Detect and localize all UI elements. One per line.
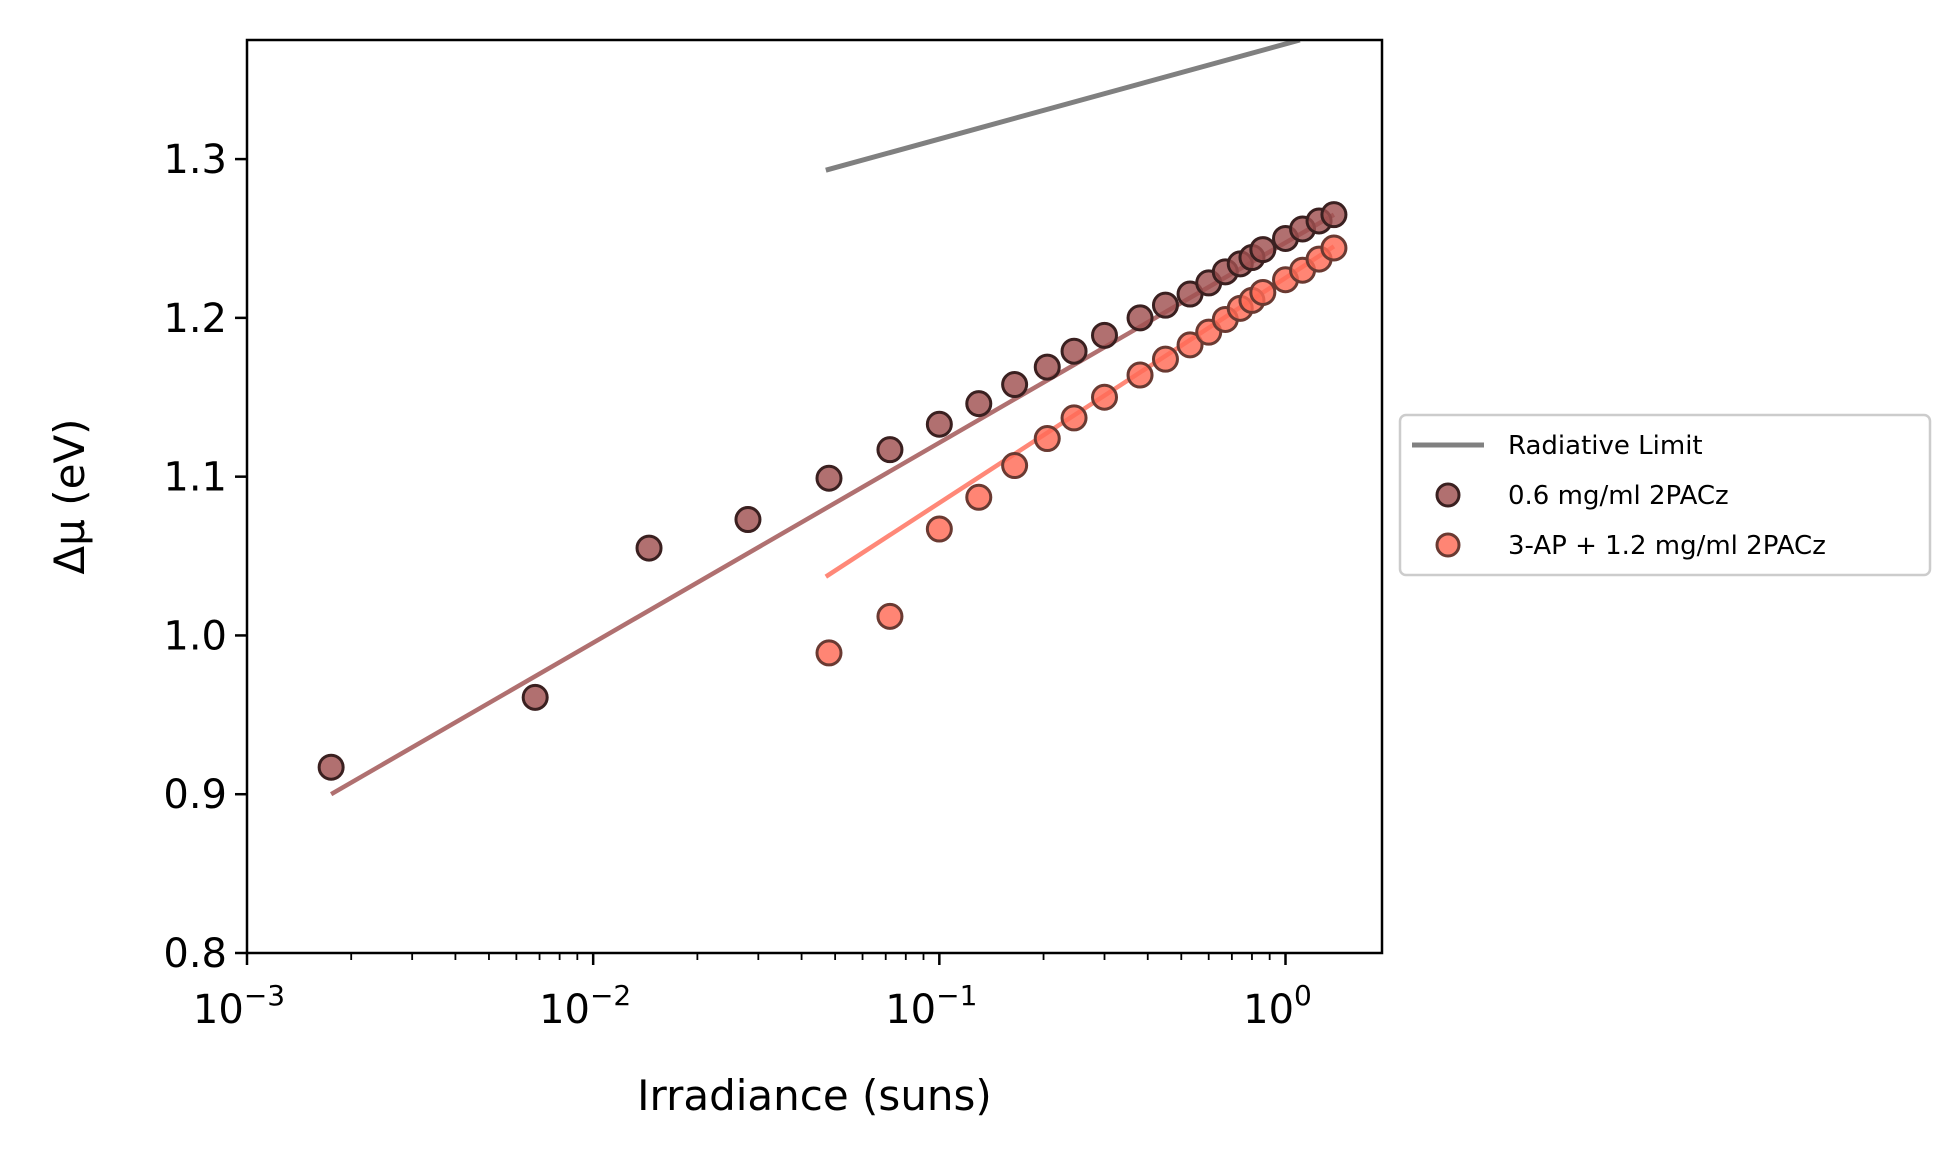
- x-tick-label-exponent: 0: [1294, 979, 1312, 1012]
- data-point-series-1: [925, 410, 953, 438]
- data-point-series-2: [1091, 383, 1119, 411]
- data-point-series-1: [1151, 291, 1179, 319]
- legend-swatch-marker: [1435, 482, 1461, 508]
- y-tick-label: 1.2: [163, 296, 227, 342]
- data-point-series-1: [1033, 353, 1061, 381]
- data-point-series-2: [1060, 404, 1088, 432]
- x-tick-label-base: 10: [193, 987, 244, 1033]
- data-point-series-1: [1091, 321, 1119, 349]
- data-point-series-1: [876, 436, 904, 464]
- legend-box: [1398, 413, 1932, 577]
- data-point-series-2: [815, 639, 843, 667]
- y-tick-label: 1.3: [163, 137, 227, 183]
- data-point-series-2: [1126, 361, 1154, 389]
- axes: 0.80.91.01.11.21.310−3 10−2 10−1 100: [163, 137, 1311, 1033]
- plot-area: [317, 40, 1348, 797]
- data-point-series-1: [734, 506, 762, 534]
- data-point-series-2: [1033, 425, 1061, 453]
- data-point-series-2: [1249, 278, 1277, 306]
- x-tick-label-base: 10: [539, 987, 590, 1033]
- data-point-series-2: [965, 483, 993, 511]
- data-point-series-1: [1126, 304, 1154, 332]
- y-axis-label: Δμ (eV): [45, 418, 94, 574]
- x-tick-label: 10−1: [885, 979, 977, 1033]
- x-tick-label-exponent: −1: [936, 979, 977, 1012]
- data-point-series-2: [1151, 345, 1179, 373]
- data-point-series-2: [925, 515, 953, 543]
- x-tick-label: 100: [1243, 979, 1312, 1033]
- data-point-series-1: [965, 390, 993, 418]
- data-point-series-1: [317, 753, 345, 781]
- data-point-series-1: [1060, 337, 1088, 365]
- x-tick-label-base: 10: [1243, 987, 1294, 1033]
- data-point-series-2: [876, 602, 904, 630]
- y-tick-label: 0.9: [163, 772, 227, 818]
- x-tick-label-base: 10: [885, 987, 936, 1033]
- x-tick-label-exponent: −3: [244, 979, 285, 1012]
- data-point-series-2: [1176, 331, 1204, 359]
- data-point-series-1: [635, 534, 663, 562]
- legend-label: 3-AP + 1.2 mg/ml 2PACz: [1508, 531, 1826, 561]
- data-point-series-2: [1001, 452, 1029, 480]
- data-point-series-1: [815, 464, 843, 492]
- legend-label: Radiative Limit: [1508, 431, 1703, 461]
- x-axis-label: Irradiance (suns): [637, 1071, 992, 1120]
- y-tick-label: 1.1: [163, 455, 227, 501]
- plot-frame: [245, 38, 1384, 955]
- data-point-series-1: [1001, 371, 1029, 399]
- data-point-series-1: [521, 683, 549, 711]
- x-tick-label: 10−3: [193, 979, 285, 1033]
- y-tick-label: 0.8: [163, 931, 227, 977]
- legend: Radiative Limit 0.6 mg/ml 2PACz 3-AP + 1.2…: [1398, 413, 1932, 577]
- data-point-series-2: [1320, 234, 1348, 262]
- series-line-radiative-limit: [825, 40, 1301, 173]
- x-tick-label-exponent: −2: [590, 979, 631, 1012]
- y-tick-label: 1.0: [163, 613, 227, 659]
- legend-swatch-marker: [1435, 532, 1461, 558]
- data-point-series-1: [1320, 201, 1348, 229]
- data-point-series-1: [1249, 236, 1277, 264]
- x-tick-label: 10−2: [539, 979, 631, 1033]
- legend-label: 0.6 mg/ml 2PACz: [1508, 481, 1729, 511]
